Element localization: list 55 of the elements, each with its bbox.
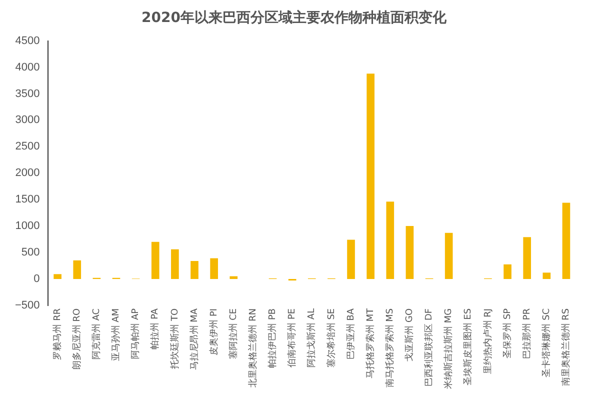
x-tick-label: 马托格罗索州 MT [364,308,376,379]
x-tick-label: 南马托格罗索州 MS [384,308,396,388]
x-tick-label: 阿马帕州 AP [130,308,142,359]
x-tick-label: 圣埃斯皮里图州 ES [462,308,474,386]
y-tick-label: 1500 [15,194,40,206]
x-tick-label: 阿克雷州 AC [91,308,102,360]
bar [406,226,414,279]
x-tick-label: 北里奥格兰德州 RN [248,308,259,388]
bar [73,260,82,279]
x-tick-label: 罗赖马州 RR [52,308,63,360]
bar [210,258,218,279]
y-tick-label: 500 [21,246,40,259]
x-tick-label: 塞尔希培州 SE [326,308,337,368]
y-tick-label: 2500 [15,140,40,153]
x-tick-label: 圣卡塔琳娜州 SC [541,308,552,378]
y-tick-label: 4500 [15,34,40,47]
x-tick-label: 皮奥伊州 PI [208,308,220,356]
bar [347,240,355,279]
bar [562,202,570,279]
x-tick-label: 戈亚斯州 GO [404,308,416,362]
x-tick-label: 巴拉那州 PR [521,308,532,359]
x-tick-label: 亚马孙州 AM [110,308,122,362]
x-tick-label: 南里奥格兰德州 RS [560,308,572,386]
y-tick-label: 4000 [15,61,40,74]
bar [386,202,394,279]
x-tick-label: 帕拉伊巴州 PB [267,308,278,368]
bar [151,242,160,279]
x-tick-label: 米纳斯吉拉斯州 MG [443,308,454,390]
chart-title: 2020年以来巴西分区域主要农作物种植面积变化 [142,9,448,26]
x-tick-label: 里约热内卢州 RJ [482,308,494,374]
bar [171,249,179,279]
bar [54,274,62,279]
bar [444,232,453,279]
y-tick-label: 3500 [15,88,40,100]
bar [366,74,374,279]
bar [523,237,532,279]
x-tick-label: 圣保罗州 SP [502,308,513,358]
bar [190,260,198,279]
x-tick-label: 托坎廷斯州 TO [169,308,180,370]
y-tick-label: 2000 [15,167,40,180]
x-tick-label: 朗多尼亚州 RO [71,308,82,370]
y-tick-label: −500 [14,299,40,312]
x-tick-label: 巴西利亚联邦区 DF [424,308,435,386]
y-tick-label: 1000 [15,220,40,232]
x-tick-label: 巴伊亚州 BA [345,308,356,360]
y-tick-label: 3000 [15,114,40,126]
x-tick-label: 帕拉州 PA [150,308,161,350]
x-tick-label: 伯南布哥州 PE [286,308,298,368]
x-tick-label: 马拉尼昂州 MA [188,308,200,370]
bar [542,272,551,279]
x-tick-label: 塞阿拉州 CE [228,308,239,360]
x-tick-label: 阿拉戈斯州 AL [306,308,318,368]
bar [230,276,238,279]
y-tick-label: 0 [34,272,40,285]
bar [504,264,512,279]
